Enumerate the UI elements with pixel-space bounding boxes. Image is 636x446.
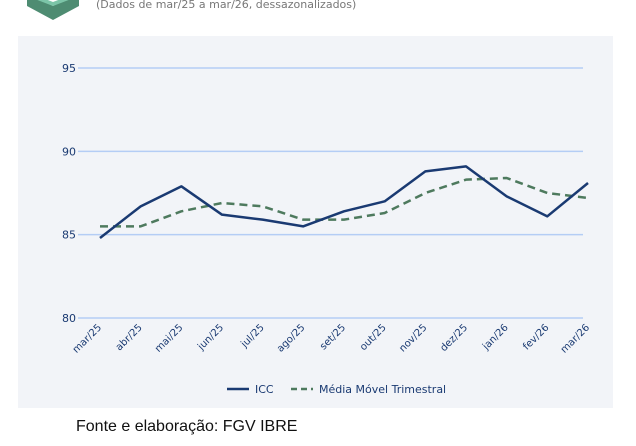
x-tick-label: set/25 — [318, 322, 348, 352]
x-tick-label: dez/25 — [438, 322, 470, 354]
x-tick-label: out/25 — [358, 322, 389, 353]
x-tick-label: mar/25 — [71, 322, 104, 355]
legend-label: ICC — [255, 383, 274, 396]
x-tick-label: jan/26 — [480, 322, 511, 353]
x-tick-label: jul/25 — [239, 322, 267, 350]
x-tick-label: mar/26 — [559, 322, 592, 355]
legend-label: Média Móvel Trimestral — [319, 383, 446, 396]
x-tick-label: mai/25 — [153, 322, 185, 354]
logo — [27, 0, 79, 20]
source-note: Fonte e elaboração: FGV IBRE — [76, 418, 298, 435]
chart-subtitle: (Dados de mar/25 a mar/26, dessazonaliza… — [96, 0, 357, 11]
x-tick-label: fev/26 — [521, 322, 551, 352]
x-tick-label: jun/25 — [195, 322, 226, 353]
series-line-moving-average — [100, 176, 589, 228]
y-tick-label: 95 — [62, 62, 76, 75]
series-line-icc — [99, 165, 589, 239]
line-chart: 80 85 90 95 mar/25 abr/25 mai/25 jun/25 jul/25 ag… — [62, 62, 592, 396]
x-tick-label: nov/25 — [397, 322, 429, 354]
x-tick-label: abr/25 — [114, 322, 145, 353]
y-tick-label: 85 — [62, 229, 76, 242]
y-tick-label: 90 — [62, 145, 76, 158]
y-tick-label: 80 — [62, 312, 76, 325]
x-tick-label: ago/25 — [275, 322, 307, 354]
chart-panel: 80 85 90 95 mar/25 abr/25 mai/25 jun/25 jul/25 ag… — [18, 36, 613, 408]
